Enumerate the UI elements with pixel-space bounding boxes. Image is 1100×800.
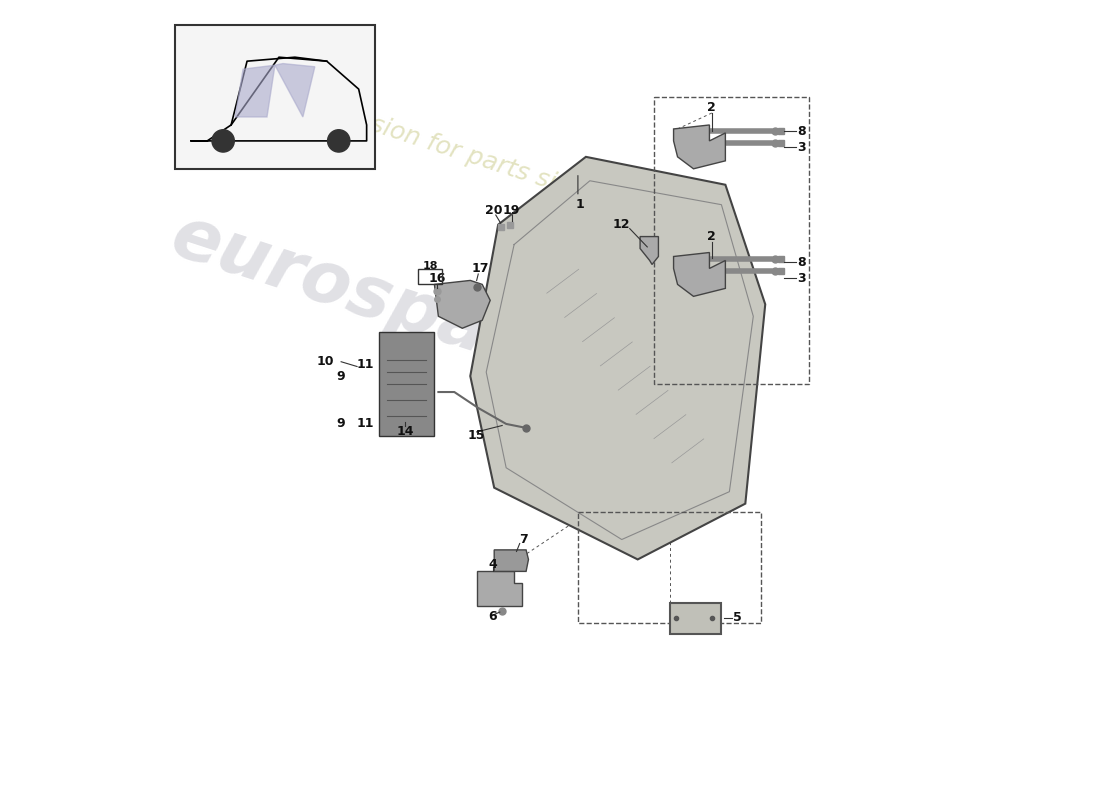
- Polygon shape: [673, 125, 725, 169]
- FancyBboxPatch shape: [175, 26, 375, 169]
- Text: 1: 1: [575, 198, 584, 211]
- Text: 8: 8: [798, 125, 806, 138]
- Text: 8: 8: [798, 255, 806, 269]
- Polygon shape: [494, 550, 528, 571]
- Circle shape: [328, 130, 350, 152]
- Text: 2: 2: [707, 101, 716, 114]
- Polygon shape: [476, 571, 522, 606]
- Circle shape: [212, 130, 234, 152]
- Text: 6: 6: [488, 610, 497, 623]
- Bar: [418, 270, 442, 284]
- Text: 9: 9: [337, 418, 345, 430]
- Text: 4: 4: [488, 558, 497, 571]
- Text: 20: 20: [485, 204, 503, 217]
- Text: 14: 14: [396, 426, 414, 438]
- Text: 7: 7: [519, 533, 528, 546]
- Text: 9: 9: [337, 370, 345, 382]
- Text: 5: 5: [734, 611, 742, 624]
- Polygon shape: [640, 237, 659, 265]
- Polygon shape: [673, 253, 725, 296]
- Text: eurospares: eurospares: [163, 201, 618, 408]
- Text: 3: 3: [798, 141, 806, 154]
- Text: 2: 2: [707, 230, 716, 243]
- Polygon shape: [235, 65, 275, 117]
- Text: 17: 17: [472, 262, 490, 275]
- Text: a passion for parts since 1985: a passion for parts since 1985: [302, 91, 670, 230]
- Polygon shape: [275, 63, 315, 117]
- Bar: [378, 332, 434, 436]
- Bar: [578, 512, 761, 623]
- Text: 3: 3: [798, 271, 806, 285]
- Text: 18: 18: [422, 261, 438, 271]
- Text: 19: 19: [503, 204, 520, 217]
- Polygon shape: [434, 281, 491, 328]
- Text: 16: 16: [428, 272, 446, 286]
- Text: 12: 12: [613, 218, 630, 231]
- Bar: [670, 603, 722, 634]
- Text: 11: 11: [356, 358, 374, 370]
- Polygon shape: [471, 157, 766, 559]
- Text: 11: 11: [356, 418, 374, 430]
- Bar: [653, 97, 810, 384]
- Text: 15: 15: [468, 430, 485, 442]
- Text: 10: 10: [317, 355, 334, 368]
